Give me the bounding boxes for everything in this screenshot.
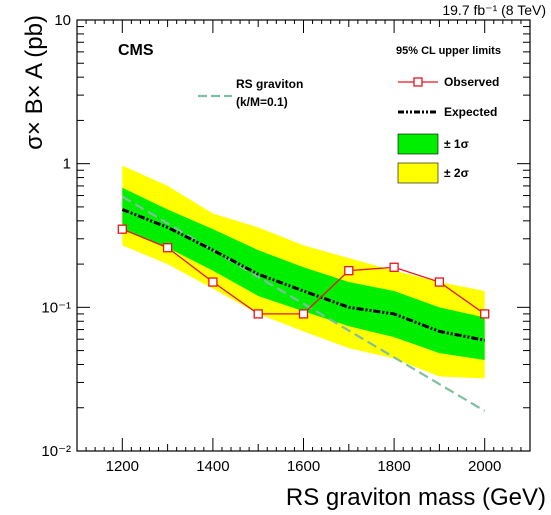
experiment-label: CMS — [118, 42, 154, 59]
observed-point — [253, 309, 263, 319]
legend-2sigma-box — [397, 162, 439, 184]
observed-point — [162, 243, 173, 253]
observed-point — [389, 262, 399, 272]
legend-observed-marker — [413, 77, 423, 87]
observed-point — [344, 266, 354, 276]
y-tick-label: 10⁻¹ — [41, 299, 71, 316]
legend-expected-label: Expected — [444, 105, 497, 119]
legend-theory-sublabel: (k/M=0.1) — [236, 95, 288, 109]
observed-point — [480, 309, 490, 319]
legend-1sigma-box — [397, 133, 439, 155]
observed-point — [434, 277, 445, 287]
ticks — [76, 19, 531, 452]
expected-line — [121, 208, 485, 342]
x-tick-label: 2000 — [468, 458, 501, 475]
y-tick-label: 1 — [63, 156, 71, 173]
x-tick-label: 1200 — [106, 458, 139, 475]
observed-point — [298, 309, 309, 319]
x-axis-label: RS graviton mass (GeV) — [286, 484, 546, 511]
lumi-label: 19.7 fb⁻¹ (8 TeV) — [442, 2, 546, 18]
legend-2sigma-label: ± 2σ — [444, 166, 469, 180]
legend-1sigma-label: ± 1σ — [444, 137, 469, 151]
x-tick-label: 1400 — [196, 458, 229, 475]
theory-line — [121, 195, 486, 412]
tick-labels: 1200 1400 1600 1800 2000 10 1 10⁻¹ 10⁻² — [41, 12, 501, 475]
legend: Observed Expected ± 1σ ± 2σ RS graviton … — [198, 75, 499, 184]
y-tick-label: 10 — [54, 12, 71, 29]
legend-theory-label: RS graviton — [236, 77, 303, 91]
bands — [122, 165, 485, 379]
observed-point — [208, 277, 218, 287]
x-tick-label: 1600 — [287, 458, 320, 475]
y-tick-label: 10⁻² — [41, 443, 71, 460]
x-tick-label: 1800 — [377, 458, 410, 475]
observed-point — [117, 224, 127, 234]
band-1sigma — [122, 187, 485, 360]
y-axis-label: σ× B× A (pb) — [21, 15, 48, 150]
lines — [117, 195, 490, 412]
legend-title: 95% CL upper limits — [396, 45, 501, 57]
legend-observed-label: Observed — [444, 75, 499, 89]
